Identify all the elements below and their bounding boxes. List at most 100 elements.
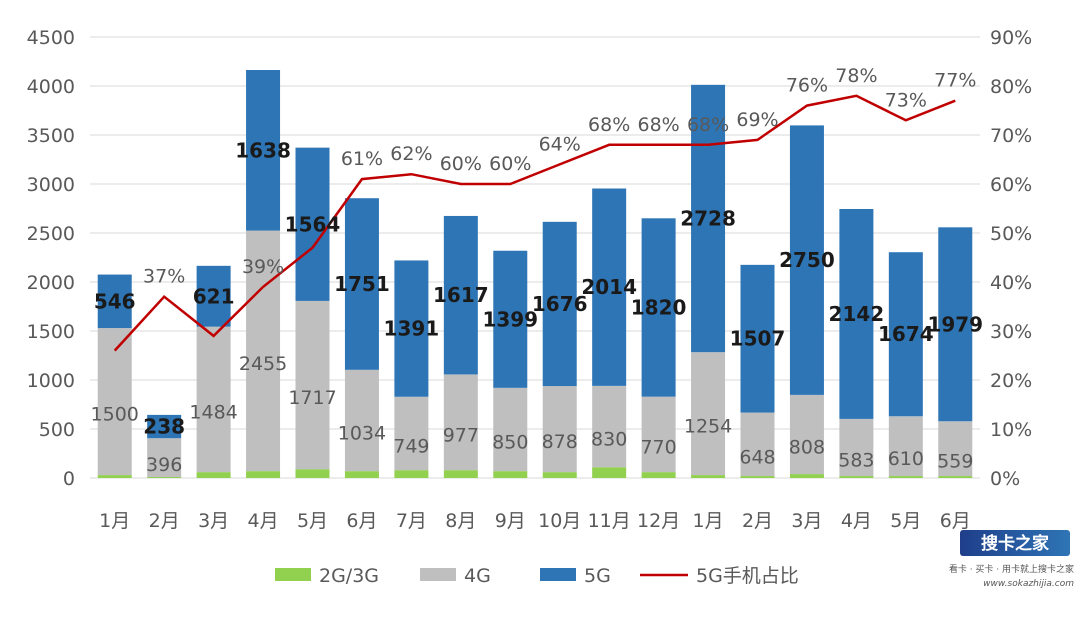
legend-swatch — [275, 568, 311, 581]
label-4g: 1484 — [189, 401, 237, 423]
label-4g: 977 — [443, 424, 479, 446]
bar-4g — [196, 326, 231, 473]
x-tick-label: 6月 — [346, 510, 377, 532]
bar-5g — [344, 198, 379, 370]
label-5g: 1617 — [433, 283, 489, 307]
label-share: 64% — [539, 133, 581, 155]
label-5g: 238 — [143, 415, 185, 439]
x-tick-label: 3月 — [791, 510, 822, 532]
label-5g: 2750 — [779, 248, 835, 272]
bar-2g3g — [443, 470, 478, 478]
x-tick-label: 4月 — [248, 510, 279, 532]
bar-2g3g — [196, 472, 231, 478]
label-5g: 546 — [94, 289, 136, 313]
label-4g: 396 — [146, 454, 182, 476]
bar-5g — [246, 70, 281, 231]
watermark-url: www.sokazhijia.com — [983, 579, 1074, 589]
x-tick-label: 5月 — [890, 510, 921, 532]
label-4g: 1254 — [684, 416, 732, 438]
right-tick-label: 70% — [990, 125, 1032, 147]
label-4g: 648 — [739, 446, 775, 468]
left-tick-label: 0 — [63, 468, 75, 490]
bar-2g3g — [246, 471, 281, 478]
legend-label: 5G — [584, 565, 611, 587]
legend-swatch — [540, 568, 576, 581]
bar-5g — [839, 208, 874, 419]
bar-5g — [394, 260, 429, 397]
bar-5g — [493, 250, 528, 388]
label-5g: 1676 — [532, 292, 588, 316]
x-tick-label: 10月 — [538, 510, 581, 532]
label-share: 62% — [390, 143, 432, 165]
share-line — [113, 94, 956, 352]
x-tick-label: 5月 — [297, 510, 328, 532]
right-tick-label: 40% — [990, 272, 1032, 294]
label-4g: 610 — [888, 448, 924, 470]
bar-2g3g — [542, 472, 577, 478]
label-4g: 749 — [393, 435, 429, 457]
right-tick-label: 30% — [990, 321, 1032, 343]
label-4g: 770 — [640, 436, 676, 458]
label-5g: 2014 — [581, 275, 637, 299]
bar-4g — [295, 300, 330, 470]
label-share: 77% — [934, 70, 976, 92]
x-tick-label: 2月 — [149, 510, 180, 532]
label-share: 73% — [885, 89, 927, 111]
x-tick-label: 2月 — [742, 510, 773, 532]
label-share: 76% — [786, 75, 828, 97]
label-4g: 583 — [838, 449, 874, 471]
legend-label: 2G/3G — [319, 565, 379, 587]
label-4g: 830 — [591, 429, 627, 451]
bar-2g3g — [641, 472, 676, 478]
x-tick-label: 4月 — [841, 510, 872, 532]
bar-4g — [443, 374, 478, 471]
label-5g: 2142 — [829, 302, 885, 326]
bar-5g — [888, 252, 923, 417]
label-share: 68% — [687, 114, 729, 136]
bar-2g3g — [839, 476, 874, 478]
bar-2g3g — [938, 476, 973, 478]
bar-5g — [691, 84, 726, 353]
label-share: 68% — [588, 114, 630, 136]
label-4g: 850 — [492, 431, 528, 453]
bar-2g3g — [394, 470, 429, 478]
x-tick-label: 3月 — [198, 510, 229, 532]
bar-4g — [839, 418, 874, 477]
right-tick-label: 0% — [990, 468, 1020, 490]
bar-4g — [641, 396, 676, 473]
bar-5g — [443, 215, 478, 375]
label-5g: 1820 — [631, 295, 687, 319]
right-axis: 0% 10% 20% 30% 40% 50% 60% 70% 80% 90% — [990, 27, 1032, 490]
label-4g: 808 — [789, 436, 825, 458]
legend-label: 5G手机占比 — [696, 565, 799, 587]
label-share: 61% — [341, 148, 383, 170]
bar-4g — [147, 438, 182, 478]
label-share: 78% — [835, 65, 877, 87]
bar-4g — [394, 396, 429, 471]
x-tick-label: 1月 — [99, 510, 130, 532]
bar-2g3g — [147, 477, 182, 478]
bar-4g — [740, 412, 775, 477]
label-4g: 1500 — [91, 404, 139, 426]
watermark-logo-text: 搜卡之家 — [981, 533, 1049, 554]
bars — [97, 70, 973, 478]
x-axis: 1月 2月 3月 4月 5月 6月 7月 8月 9月 10月 11月 12月 1月 2月 3月 4月 5月 6月 — [99, 510, 971, 532]
bar-2g3g — [295, 469, 330, 478]
label-5g: 2728 — [680, 206, 736, 230]
left-tick-label: 500 — [39, 419, 75, 441]
bar-5g — [97, 274, 132, 329]
watermark-logo: 搜卡之家 看卡 · 买卡 · 用卡就上搜卡之家 www.sokazhijia.c… — [949, 530, 1074, 589]
bar-4g — [938, 421, 973, 477]
x-tick-label: 9月 — [495, 510, 526, 532]
bar-5g — [542, 221, 577, 387]
bar-2g3g — [493, 471, 528, 478]
label-5g: 1674 — [878, 322, 934, 346]
bar-2g3g — [888, 476, 923, 478]
bar-5g — [641, 218, 676, 397]
label-4g: 559 — [937, 451, 973, 473]
bar-2g3g — [740, 476, 775, 478]
right-tick-label: 10% — [990, 419, 1032, 441]
bar-5g — [740, 264, 775, 413]
